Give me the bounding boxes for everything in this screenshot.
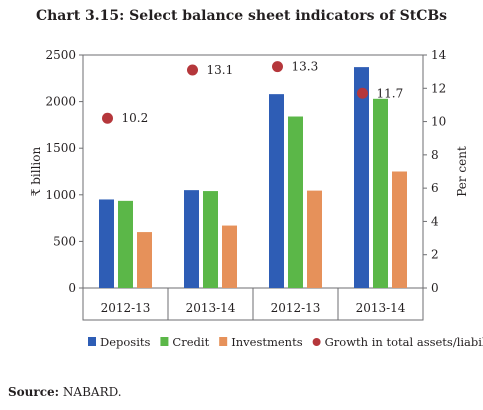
x-tick-label: 2012-13 (271, 301, 321, 315)
legend-swatch (160, 337, 169, 346)
legend-label: Growth in total assets/liabilities (RHS) (325, 335, 483, 349)
bar-investments (392, 171, 407, 288)
y2-tick-label: 12 (431, 81, 446, 95)
y2-tick-label: 2 (431, 248, 439, 262)
y2-tick-label: 0 (431, 281, 439, 295)
bar-credit (203, 191, 218, 288)
y2-tick-label: 8 (431, 148, 439, 162)
growth-data-label: 13.3 (292, 60, 319, 74)
growth-data-label: 10.2 (122, 111, 149, 125)
bar-deposits (184, 190, 199, 288)
y2-axis-title: Per cent (455, 146, 469, 197)
legend-marker (312, 338, 321, 346)
bar-deposits (99, 199, 114, 288)
legend-swatch (88, 337, 96, 346)
y-tick-label: 500 (53, 234, 76, 248)
y2-tick-label: 4 (431, 214, 439, 228)
bar-deposits (354, 67, 369, 288)
bar-credit (118, 200, 133, 288)
bar-investments (137, 232, 152, 288)
bar-credit (288, 116, 303, 289)
y-axis-title: ₹ billion (29, 147, 43, 197)
y2-tick-label: 14 (431, 48, 447, 62)
legend-label: Credit (172, 335, 209, 349)
x-tick-label: 2013-14 (356, 301, 406, 315)
source-text: NABARD. (62, 385, 122, 399)
plot-frame (82, 54, 424, 321)
growth-point (357, 87, 368, 99)
bar-credit (373, 98, 388, 288)
chart-svg: 0 500 1000 1500 2000 2500 0 2 4 6 8 10 12 14 ₹ billion… (29, 48, 483, 349)
source-note: Source: NABARD. (8, 385, 122, 399)
x-tick-label: 2013-14 (186, 301, 236, 315)
growth-point (102, 112, 113, 124)
growth-point (187, 64, 198, 76)
y-tick-label: 1000 (45, 188, 76, 202)
bar-investments (307, 190, 322, 288)
growth-point (272, 61, 283, 73)
y2-tick-label: 10 (431, 115, 446, 129)
legend-label: Investments (231, 335, 303, 349)
growth-data-label: 11.7 (377, 86, 404, 100)
legend-label: Deposits (100, 335, 151, 349)
legend-swatch (219, 337, 228, 346)
y2-tick-label: 6 (431, 181, 439, 195)
chart-title: Chart 3.15: Select balance sheet indicat… (35, 8, 448, 24)
source-label: Source: (8, 385, 60, 399)
y-tick-label: 2000 (45, 95, 76, 109)
growth-data-label: 13.1 (207, 63, 234, 77)
y-tick-label: 0 (68, 281, 76, 295)
x-tick-label: 2012-13 (101, 301, 151, 315)
bar-investments (222, 225, 237, 288)
bar-deposits (269, 94, 284, 288)
y-tick-label: 2500 (45, 48, 76, 62)
y-tick-label: 1500 (45, 141, 76, 155)
